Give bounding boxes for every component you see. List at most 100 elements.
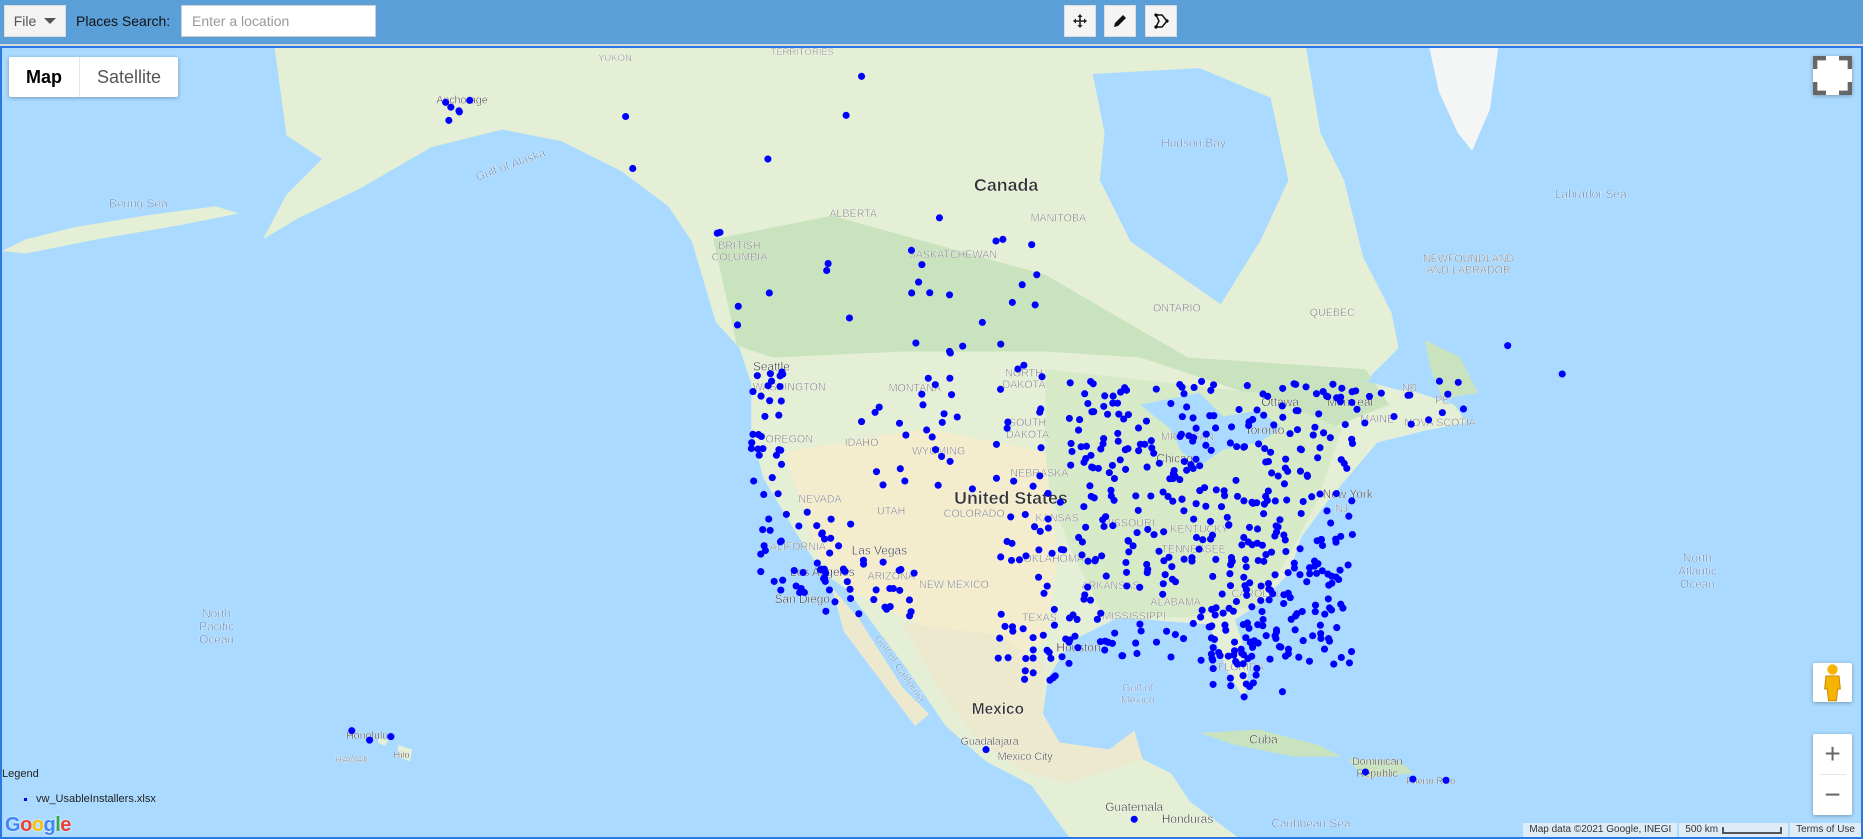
installer-marker[interactable] bbox=[1249, 643, 1257, 651]
installer-marker[interactable] bbox=[1197, 656, 1205, 664]
installer-marker[interactable] bbox=[1152, 638, 1161, 646]
installer-marker[interactable] bbox=[1248, 603, 1256, 611]
installer-marker[interactable] bbox=[1209, 656, 1217, 664]
installer-marker[interactable] bbox=[879, 558, 887, 566]
installer-marker[interactable] bbox=[879, 481, 887, 489]
installer-marker[interactable] bbox=[907, 246, 916, 254]
installer-marker[interactable] bbox=[1118, 652, 1126, 660]
installer-marker[interactable] bbox=[1390, 412, 1398, 421]
installer-marker[interactable] bbox=[1020, 361, 1028, 369]
installer-marker[interactable] bbox=[1243, 591, 1251, 599]
installer-marker[interactable] bbox=[1062, 635, 1070, 643]
installer-marker[interactable] bbox=[1221, 621, 1229, 629]
installer-marker[interactable] bbox=[1206, 412, 1214, 420]
installer-marker[interactable] bbox=[1084, 399, 1092, 408]
installer-marker[interactable] bbox=[1244, 655, 1252, 663]
installer-marker[interactable] bbox=[1222, 626, 1230, 634]
installer-marker[interactable] bbox=[1028, 241, 1036, 249]
installer-marker[interactable] bbox=[1271, 532, 1279, 540]
installer-marker[interactable] bbox=[1202, 502, 1210, 510]
installer-marker[interactable] bbox=[1299, 637, 1307, 645]
installer-marker[interactable] bbox=[1361, 419, 1369, 427]
installer-marker[interactable] bbox=[1254, 621, 1262, 629]
installer-marker[interactable] bbox=[629, 164, 637, 173]
installer-marker[interactable] bbox=[1240, 443, 1249, 451]
installer-marker[interactable] bbox=[1244, 538, 1252, 546]
installer-marker[interactable] bbox=[1147, 492, 1155, 500]
installer-marker[interactable] bbox=[1212, 555, 1220, 563]
installer-marker[interactable] bbox=[1100, 402, 1108, 410]
installer-marker[interactable] bbox=[860, 560, 868, 568]
installer-marker[interactable] bbox=[1110, 474, 1118, 483]
installer-marker[interactable] bbox=[1159, 488, 1167, 496]
installer-marker[interactable] bbox=[1297, 509, 1305, 518]
installer-marker[interactable] bbox=[1242, 563, 1250, 571]
installer-marker[interactable] bbox=[1279, 413, 1287, 421]
installer-marker[interactable] bbox=[1253, 525, 1262, 533]
installer-marker[interactable] bbox=[906, 612, 914, 620]
installer-marker[interactable] bbox=[1084, 557, 1092, 565]
installer-marker[interactable] bbox=[1281, 652, 1290, 660]
installer-marker[interactable] bbox=[1223, 513, 1231, 521]
installer-marker[interactable] bbox=[1040, 589, 1048, 597]
installer-marker[interactable] bbox=[764, 155, 772, 163]
installer-marker[interactable] bbox=[1195, 545, 1203, 553]
installer-marker[interactable] bbox=[1109, 522, 1117, 530]
installer-marker[interactable] bbox=[1255, 440, 1263, 448]
installer-marker[interactable] bbox=[1324, 595, 1332, 603]
installer-marker[interactable] bbox=[1120, 415, 1128, 423]
installer-marker[interactable] bbox=[1278, 688, 1286, 696]
installer-marker[interactable] bbox=[902, 431, 910, 439]
installer-marker[interactable] bbox=[1029, 654, 1037, 662]
installer-marker[interactable] bbox=[1212, 486, 1220, 494]
installer-marker[interactable] bbox=[895, 419, 904, 427]
installer-marker[interactable] bbox=[1219, 609, 1227, 617]
installer-marker[interactable] bbox=[1058, 653, 1066, 661]
installer-marker[interactable] bbox=[1240, 693, 1248, 701]
installer-marker[interactable] bbox=[1183, 403, 1191, 411]
installer-marker[interactable] bbox=[1207, 650, 1215, 658]
installer-marker[interactable] bbox=[1257, 596, 1265, 605]
installer-marker[interactable] bbox=[1240, 497, 1248, 505]
installer-marker[interactable] bbox=[896, 586, 904, 594]
installer-marker[interactable] bbox=[1008, 623, 1017, 631]
installer-marker[interactable] bbox=[777, 586, 785, 594]
installer-marker[interactable] bbox=[1167, 653, 1175, 661]
installer-marker[interactable] bbox=[1281, 536, 1289, 544]
installer-marker[interactable] bbox=[1312, 390, 1321, 398]
installer-marker[interactable] bbox=[733, 321, 742, 329]
installer-marker[interactable] bbox=[872, 586, 880, 594]
installer-marker[interactable] bbox=[1050, 621, 1059, 629]
installer-marker[interactable] bbox=[1115, 410, 1123, 418]
installer-marker[interactable] bbox=[1107, 486, 1115, 494]
installer-marker[interactable] bbox=[1067, 439, 1075, 447]
installer-marker[interactable] bbox=[1132, 639, 1140, 647]
installer-marker[interactable] bbox=[1333, 394, 1341, 402]
installer-marker[interactable] bbox=[1217, 503, 1226, 511]
installer-marker[interactable] bbox=[1164, 492, 1172, 501]
installer-marker[interactable] bbox=[1245, 523, 1254, 531]
installer-marker[interactable] bbox=[1044, 489, 1052, 497]
installer-marker[interactable] bbox=[1352, 387, 1360, 395]
installer-marker[interactable] bbox=[1260, 557, 1268, 565]
installer-marker[interactable] bbox=[1101, 646, 1109, 654]
installer-marker[interactable] bbox=[1200, 484, 1209, 492]
installer-marker[interactable] bbox=[834, 542, 843, 550]
installer-marker[interactable] bbox=[1309, 632, 1317, 640]
installer-marker[interactable] bbox=[1067, 461, 1075, 469]
installer-marker[interactable] bbox=[1021, 675, 1029, 683]
installer-marker[interactable] bbox=[822, 607, 830, 615]
installer-marker[interactable] bbox=[1168, 563, 1176, 571]
installer-marker[interactable] bbox=[1267, 548, 1276, 556]
installer-marker[interactable] bbox=[1039, 631, 1047, 639]
installer-marker[interactable] bbox=[1045, 648, 1053, 656]
installer-marker[interactable] bbox=[1348, 435, 1356, 443]
installer-marker[interactable] bbox=[1407, 420, 1415, 428]
installer-marker[interactable] bbox=[846, 594, 855, 603]
installer-marker[interactable] bbox=[1212, 424, 1220, 432]
installer-marker[interactable] bbox=[765, 515, 773, 523]
installer-marker[interactable] bbox=[1333, 624, 1341, 632]
installer-marker[interactable] bbox=[1038, 373, 1046, 381]
installer-marker[interactable] bbox=[1087, 451, 1095, 459]
installer-marker[interactable] bbox=[766, 370, 774, 378]
